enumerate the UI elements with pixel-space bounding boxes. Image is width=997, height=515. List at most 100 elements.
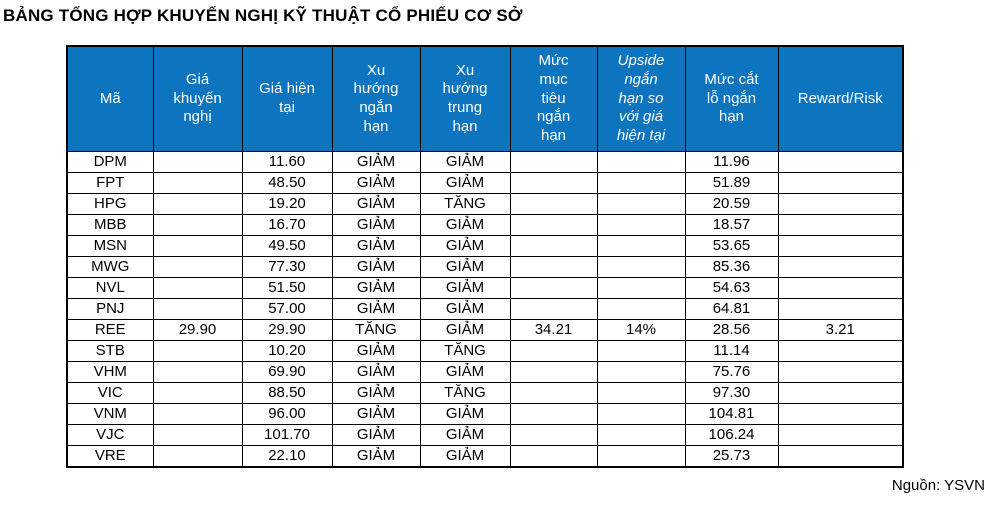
cell-xu-huong-ngan-han: GIẢM: [331, 340, 421, 362]
cell-gia-khuyen-nghi: 29.90: [152, 319, 243, 341]
cell-reward-risk: [777, 424, 904, 446]
cell-muc-muc-tieu-ngan-han: [509, 445, 598, 468]
cell-xu-huong-ngan-han: GIẢM: [331, 214, 421, 236]
cell-muc-muc-tieu-ngan-han: [509, 214, 598, 236]
cell-gia-hien-tai: 51.50: [241, 277, 333, 299]
cell-gia-hien-tai: 19.20: [241, 193, 333, 215]
table-row: MWG 77.30 GIẢM GIẢM 85.36: [66, 256, 904, 278]
cell-muc-muc-tieu-ngan-han: [509, 382, 598, 404]
cell-gia-hien-tai: 77.30: [241, 256, 333, 278]
column-header-muc-muc-tieu-ngan-han: Mức mục tiêu ngắn hạn: [509, 45, 598, 152]
cell-ma: VJC: [66, 424, 154, 446]
cell-ma: NVL: [66, 277, 154, 299]
cell-muc-muc-tieu-ngan-han: [509, 340, 598, 362]
column-header-label: Mức cắt lỗ ngắn hạn: [704, 70, 759, 126]
cell-xu-huong-trung-han: GIẢM: [419, 172, 511, 194]
cell-ma: VIC: [66, 382, 154, 404]
cell-upside-ngan-han-so-voi-gia-hien-tai: [596, 193, 686, 215]
cell-xu-huong-trung-han: GIẢM: [419, 319, 511, 341]
cell-gia-hien-tai: 29.90: [241, 319, 333, 341]
cell-xu-huong-ngan-han: GIẢM: [331, 193, 421, 215]
cell-gia-khuyen-nghi: [152, 445, 243, 468]
cell-ma: VHM: [66, 361, 154, 383]
cell-ma: STB: [66, 340, 154, 362]
cell-gia-hien-tai: 88.50: [241, 382, 333, 404]
cell-muc-cat-lo-ngan-han: 75.76: [684, 361, 779, 383]
cell-muc-cat-lo-ngan-han: 18.57: [684, 214, 779, 236]
cell-gia-hien-tai: 16.70: [241, 214, 333, 236]
cell-reward-risk: [777, 403, 904, 425]
column-header-label: Mã: [99, 89, 121, 107]
cell-reward-risk: [777, 256, 904, 278]
cell-muc-muc-tieu-ngan-han: [509, 403, 598, 425]
cell-gia-khuyen-nghi: [152, 151, 243, 173]
cell-upside-ngan-han-so-voi-gia-hien-tai: [596, 277, 686, 299]
cell-xu-huong-ngan-han: GIẢM: [331, 256, 421, 278]
cell-muc-cat-lo-ngan-han: 20.59: [684, 193, 779, 215]
cell-ma: VNM: [66, 403, 154, 425]
cell-muc-cat-lo-ngan-han: 11.14: [684, 340, 779, 362]
table-row: NVL 51.50 GIẢM GIẢM 54.63: [66, 277, 904, 299]
column-header-label: Giá khuyến nghị: [173, 70, 222, 126]
table-container: Mã Giá khuyến nghị Giá hiện tại Xu hướng ng…: [66, 45, 997, 468]
cell-gia-khuyen-nghi: [152, 214, 243, 236]
cell-reward-risk: 3.21: [777, 319, 904, 341]
cell-xu-huong-trung-han: GIẢM: [419, 424, 511, 446]
table-row: VNM 96.00 GIẢM GIẢM 104.81: [66, 403, 904, 425]
cell-muc-muc-tieu-ngan-han: [509, 235, 598, 257]
cell-gia-khuyen-nghi: [152, 340, 243, 362]
cell-gia-hien-tai: 49.50: [241, 235, 333, 257]
column-header-upside-ngan-han-so-voi-gia-hien-tai: Upside ngắn hạn so với giá hiện tại: [596, 45, 686, 152]
cell-gia-hien-tai: 10.20: [241, 340, 333, 362]
cell-muc-muc-tieu-ngan-han: [509, 298, 598, 320]
cell-xu-huong-trung-han: GIẢM: [419, 256, 511, 278]
table-row: STB 10.20 GIẢM TĂNG 11.14: [66, 340, 904, 362]
cell-ma: VRE: [66, 445, 154, 468]
cell-xu-huong-ngan-han: GIẢM: [331, 382, 421, 404]
cell-ma: REE: [66, 319, 154, 341]
cell-muc-muc-tieu-ngan-han: [509, 193, 598, 215]
cell-reward-risk: [777, 235, 904, 257]
cell-upside-ngan-han-so-voi-gia-hien-tai: [596, 151, 686, 173]
cell-muc-cat-lo-ngan-han: 53.65: [684, 235, 779, 257]
cell-reward-risk: [777, 277, 904, 299]
source-note: Nguồn: YSVN: [891, 477, 985, 494]
cell-gia-hien-tai: 57.00: [241, 298, 333, 320]
cell-ma: MSN: [66, 235, 154, 257]
cell-muc-cat-lo-ngan-han: 104.81: [684, 403, 779, 425]
cell-ma: HPG: [66, 193, 154, 215]
cell-upside-ngan-han-so-voi-gia-hien-tai: [596, 445, 686, 468]
cell-xu-huong-ngan-han: GIẢM: [331, 424, 421, 446]
cell-muc-cat-lo-ngan-han: 25.73: [684, 445, 779, 468]
cell-ma: PNJ: [66, 298, 154, 320]
cell-gia-hien-tai: 69.90: [241, 361, 333, 383]
cell-gia-hien-tai: 11.60: [241, 151, 333, 173]
cell-muc-cat-lo-ngan-han: 97.30: [684, 382, 779, 404]
cell-muc-cat-lo-ngan-han: 64.81: [684, 298, 779, 320]
table-row: FPT 48.50 GIẢM GIẢM 51.89: [66, 172, 904, 194]
cell-upside-ngan-han-so-voi-gia-hien-tai: [596, 403, 686, 425]
cell-muc-muc-tieu-ngan-han: [509, 277, 598, 299]
cell-upside-ngan-han-so-voi-gia-hien-tai: [596, 361, 686, 383]
cell-ma: DPM: [66, 151, 154, 173]
table-row: REE 29.90 29.90 TĂNG GIẢM 34.21 14% 28.56 3.21: [66, 319, 904, 341]
cell-xu-huong-trung-han: TĂNG: [419, 193, 511, 215]
cell-xu-huong-trung-han: GIẢM: [419, 298, 511, 320]
cell-muc-muc-tieu-ngan-han: [509, 256, 598, 278]
cell-gia-hien-tai: 101.70: [241, 424, 333, 446]
cell-muc-cat-lo-ngan-han: 28.56: [684, 319, 779, 341]
page-title: BẢNG TỔNG HỢP KHUYẾN NGHỊ KỸ THUẬT CỔ PH…: [3, 6, 523, 25]
cell-xu-huong-ngan-han: TĂNG: [331, 319, 421, 341]
cell-reward-risk: [777, 382, 904, 404]
header-row: Mã Giá khuyến nghị Giá hiện tại Xu hướng ng…: [66, 45, 904, 152]
cell-xu-huong-ngan-han: GIẢM: [331, 235, 421, 257]
cell-gia-khuyen-nghi: [152, 298, 243, 320]
cell-xu-huong-ngan-han: GIẢM: [331, 445, 421, 468]
cell-gia-hien-tai: 48.50: [241, 172, 333, 194]
cell-upside-ngan-han-so-voi-gia-hien-tai: [596, 256, 686, 278]
recommendation-table: Mã Giá khuyến nghị Giá hiện tại Xu hướng ng…: [66, 45, 904, 468]
cell-gia-khuyen-nghi: [152, 235, 243, 257]
column-header-xu-huong-ngan-han: Xu hướng ngắn hạn: [331, 45, 421, 152]
cell-xu-huong-trung-han: GIẢM: [419, 277, 511, 299]
cell-reward-risk: [777, 340, 904, 362]
